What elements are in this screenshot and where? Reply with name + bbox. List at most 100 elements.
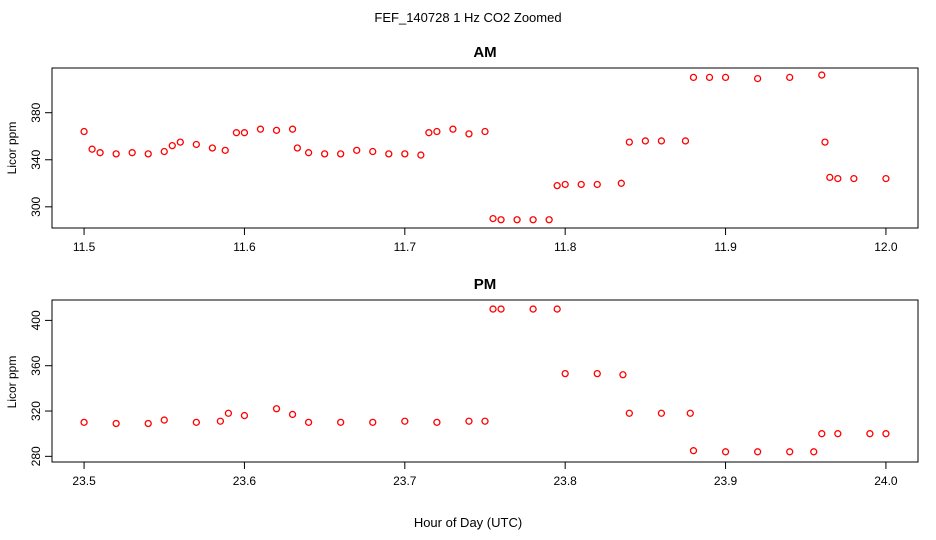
chart-pm-y-axis: 280 320 360 400 xyxy=(29,310,53,466)
pm-data-point xyxy=(433,418,441,426)
am-data-point xyxy=(293,144,302,152)
am-y-tick-label: 380 xyxy=(29,102,43,122)
pm-data-point xyxy=(288,410,297,419)
pm-data-point xyxy=(465,417,473,425)
am-data-point xyxy=(385,150,393,158)
am-data-point xyxy=(721,73,730,82)
chart-am-ylabel: Licor ppm xyxy=(5,122,19,175)
am-data-point xyxy=(625,138,633,146)
pm-data-point xyxy=(481,417,489,425)
am-data-point xyxy=(112,150,120,158)
pm-data-point xyxy=(561,369,569,378)
chart-pm-title: PM xyxy=(474,276,497,293)
am-data-point xyxy=(513,216,521,224)
chart-pm: PM Licor ppm 23.5 23.6 23.7 23.8 23.9 24.0 28… xyxy=(5,276,919,488)
pm-data-point xyxy=(240,411,249,420)
pm-x-tick-label: 23.9 xyxy=(714,474,738,488)
am-data-point xyxy=(288,125,297,133)
am-data-point xyxy=(192,140,200,149)
pm-y-tick-label: 360 xyxy=(29,355,43,375)
chart-am: AM Licor ppm 11.5 11.6 11.7 11.8 11.9 12.0 30… xyxy=(5,44,919,254)
am-data-point xyxy=(553,181,561,190)
am-data-point xyxy=(369,147,377,156)
am-y-tick-label: 300 xyxy=(29,196,43,216)
pm-data-point xyxy=(866,430,874,438)
am-data-point xyxy=(753,74,762,83)
am-data-point xyxy=(320,150,329,158)
pm-data-point xyxy=(497,305,505,313)
am-data-point xyxy=(144,150,152,158)
pm-data-point xyxy=(619,371,627,379)
am-data-point xyxy=(449,125,457,133)
figure-title: FEF_140728 1 Hz CO2 Zoomed xyxy=(374,10,561,25)
pm-data-point xyxy=(689,447,698,455)
pm-y-tick-label: 280 xyxy=(29,446,43,466)
am-data-point xyxy=(689,73,698,82)
am-data-point xyxy=(465,130,473,138)
pm-data-point xyxy=(304,418,313,426)
am-data-point xyxy=(786,73,794,82)
chart-am-title: AM xyxy=(473,44,496,61)
am-data-point xyxy=(160,147,168,156)
am-data-point xyxy=(834,174,842,183)
pm-data-point xyxy=(160,416,168,424)
pm-data-point xyxy=(489,305,497,313)
pm-data-point xyxy=(80,418,88,426)
pm-data-point xyxy=(721,448,730,456)
chart-am-x-axis: 11.5 11.6 11.7 11.8 11.9 12.0 xyxy=(73,227,898,254)
am-data-point xyxy=(221,146,229,155)
am-x-tick-label: 11.5 xyxy=(73,240,96,254)
am-data-point xyxy=(208,144,217,152)
am-data-point xyxy=(818,71,826,79)
pm-x-tick-label: 23.5 xyxy=(72,474,96,488)
am-x-tick-label: 11.6 xyxy=(233,240,256,254)
am-data-point xyxy=(168,141,176,150)
pm-data-point xyxy=(786,448,794,456)
chart-pm-points xyxy=(80,305,890,456)
am-data-point xyxy=(593,180,601,189)
am-data-point xyxy=(657,137,666,145)
pm-data-point xyxy=(144,419,152,428)
pm-data-point xyxy=(686,409,694,417)
am-data-point xyxy=(401,150,409,158)
pm-x-tick-label: 23.8 xyxy=(554,474,578,488)
am-data-point xyxy=(304,149,313,157)
am-data-point xyxy=(417,151,425,159)
am-data-point xyxy=(577,180,585,189)
am-data-point xyxy=(821,138,829,146)
x-axis-label: Hour of Day (UTC) xyxy=(414,515,522,530)
pm-data-point xyxy=(657,409,666,417)
am-data-point xyxy=(425,129,433,137)
am-data-point xyxy=(850,174,858,183)
am-data-point xyxy=(617,179,625,187)
am-x-tick-label: 11.9 xyxy=(714,240,737,254)
am-data-point xyxy=(641,137,650,145)
pm-data-point xyxy=(753,448,762,456)
pm-data-point xyxy=(625,409,633,417)
am-data-point xyxy=(489,214,497,223)
pm-data-point xyxy=(593,369,601,378)
am-data-point xyxy=(88,145,96,153)
am-data-point xyxy=(882,174,890,183)
am-data-point xyxy=(353,146,361,155)
pm-data-point xyxy=(818,430,826,438)
am-data-point xyxy=(337,150,345,158)
pm-y-tick-label: 400 xyxy=(29,310,43,330)
pm-data-point xyxy=(224,409,233,417)
am-data-point xyxy=(681,137,690,145)
am-data-point xyxy=(561,180,569,189)
pm-data-point xyxy=(192,418,200,426)
chart-am-plot-frame xyxy=(51,67,919,229)
pm-data-point xyxy=(810,448,818,456)
chart-am-y-axis: 300 340 380 xyxy=(29,102,53,217)
am-data-point xyxy=(433,127,441,136)
am-data-point xyxy=(240,129,249,137)
am-data-point xyxy=(232,129,241,137)
am-data-point xyxy=(256,125,265,133)
pm-data-point xyxy=(216,417,225,425)
pm-data-point xyxy=(112,419,120,428)
am-data-point xyxy=(80,127,88,136)
pm-data-point xyxy=(553,305,561,313)
pm-data-point xyxy=(401,417,409,425)
